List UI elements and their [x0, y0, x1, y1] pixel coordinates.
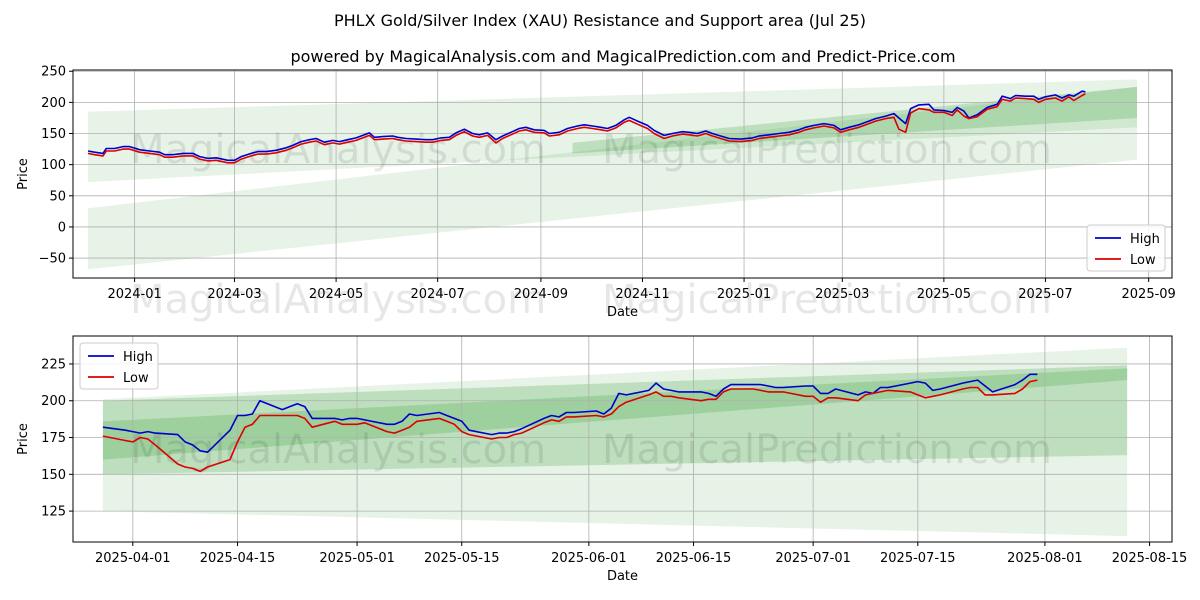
- bottom-y-tick-label: 150: [41, 468, 66, 483]
- top-y-axis-label: Price: [16, 158, 31, 190]
- top-y-tick-label: 100: [41, 158, 66, 173]
- bottom-series-high-line: [102, 373, 1038, 453]
- top-x-tick-label: 2025-09: [1122, 287, 1176, 302]
- bottom-series-low-line: [102, 379, 1038, 473]
- top-chart-axes: 2024-01 2024-03 2024-05 2024-07 2024-09 2024-…: [16, 65, 1176, 320]
- bottom-legend-label-low: Low: [123, 371, 149, 386]
- top-band-1: [87, 86, 1138, 270]
- top-axes-frame: [72, 69, 1173, 279]
- bottom-x-axis-label: Date: [607, 569, 638, 584]
- bottom-chart-axes: 2025-04-01 2025-04-15 2025-05-01 2025-05-15…: [16, 335, 1188, 584]
- bottom-band-2: [102, 368, 1128, 460]
- bottom-y-tick-label: 175: [41, 431, 66, 446]
- top-chart-legend: High Low: [1086, 224, 1166, 272]
- bottom-x-tick-label: 2025-04-15: [200, 551, 276, 566]
- top-x-tick-label: 2025-07: [1018, 287, 1072, 302]
- top-chart-grid: [73, 70, 1172, 278]
- watermark-analysis: MagicalAnalysis.com: [130, 277, 546, 323]
- bottom-x-tick-label: 2025-07-15: [880, 551, 956, 566]
- top-x-tick-label: 2024-09: [514, 287, 568, 302]
- bottom-band-0: [102, 347, 1128, 537]
- watermark-prediction: MagicalPrediction.com: [602, 277, 1052, 323]
- top-x-axis-label: Date: [607, 305, 638, 320]
- top-legend-label-low: Low: [1130, 253, 1156, 268]
- top-x-tick-label: 2024-03: [207, 287, 261, 302]
- bottom-x-tick-label: 2025-06-01: [551, 551, 627, 566]
- bottom-axes-frame: [72, 335, 1173, 543]
- top-series-high-line: [87, 90, 1086, 162]
- bottom-legend-label-high: High: [123, 350, 153, 365]
- bottom-chart-watermarks: MagicalAnalysis.com MagicalPrediction.co…: [130, 427, 1052, 473]
- bottom-chart-grid: [73, 336, 1172, 542]
- bottom-y-tick-label: 200: [41, 394, 66, 409]
- bottom-x-tick-label: 2025-05-15: [424, 551, 500, 566]
- bottom-y-axis-label: Price: [16, 423, 31, 455]
- bottom-x-tick-label: 2025-05-01: [319, 551, 395, 566]
- top-x-tick-label: 2024-05: [309, 287, 363, 302]
- top-y-tick-label: 150: [41, 127, 66, 142]
- chart-subtitle: powered by MagicalAnalysis.com and Magic…: [290, 47, 955, 66]
- watermark-analysis: MagicalAnalysis.com: [130, 427, 546, 473]
- bottom-x-tick-label: 2025-07-01: [775, 551, 851, 566]
- top-y-tick-label: 0: [58, 220, 66, 235]
- top-y-tick-label: 250: [41, 65, 66, 80]
- top-chart-series: [87, 90, 1086, 164]
- top-x-tick-label: 2025-05: [917, 287, 971, 302]
- top-x-tick-label: 2024-11: [615, 287, 669, 302]
- top-series-low-line: [87, 92, 1086, 164]
- top-chart-panel: MagicalAnalysis.com MagicalPrediction.co…: [16, 65, 1176, 323]
- bottom-chart-panel: MagicalAnalysis.com MagicalPrediction.co…: [16, 335, 1188, 584]
- top-y-tick-label: −50: [39, 252, 66, 267]
- bottom-x-tick-label: 2025-04-01: [95, 551, 171, 566]
- watermark-prediction: MagicalPrediction.com: [602, 427, 1052, 473]
- bottom-y-tick-label: 225: [41, 357, 66, 372]
- top-y-tick-label: 50: [49, 189, 66, 204]
- top-band-0: [87, 79, 1138, 183]
- bottom-x-tick-label: 2025-06-15: [656, 551, 732, 566]
- chart-title: PHLX Gold/Silver Index (XAU) Resistance …: [334, 11, 866, 30]
- top-x-tick-label: 2025-01: [717, 287, 771, 302]
- top-x-tick-label: 2024-07: [411, 287, 465, 302]
- top-x-tick-label: 2025-03: [815, 287, 869, 302]
- top-y-tick-label: 200: [41, 96, 66, 111]
- bottom-x-tick-label: 2025-08-15: [1112, 551, 1188, 566]
- top-legend-label-high: High: [1130, 232, 1160, 247]
- bottom-chart-legend: High Low: [79, 342, 159, 390]
- bottom-chart-series: [102, 373, 1038, 473]
- top-x-tick-label: 2024-01: [107, 287, 161, 302]
- bottom-y-tick-label: 125: [41, 505, 66, 520]
- bottom-x-tick-label: 2025-08-01: [1007, 551, 1083, 566]
